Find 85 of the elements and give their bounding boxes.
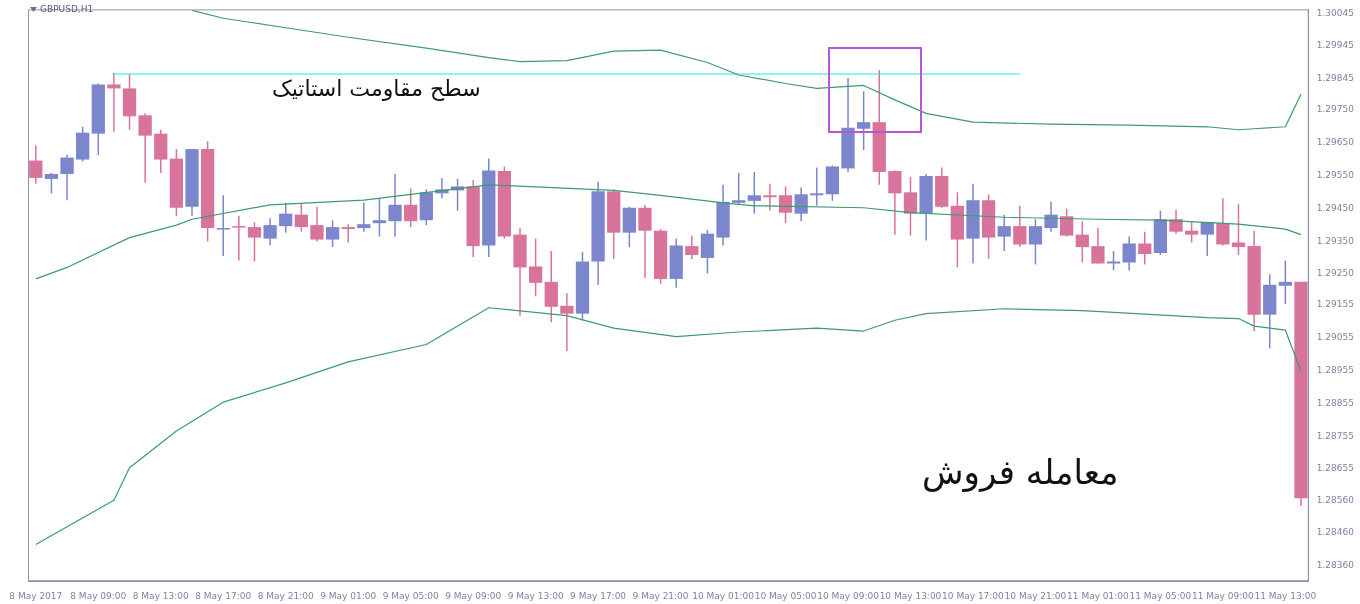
y-tick-label: 1.28955 bbox=[1316, 365, 1354, 376]
annotation: معامله فروش bbox=[922, 452, 1119, 492]
y-tick-label: 1.29250 bbox=[1316, 268, 1355, 279]
candlestick bbox=[1185, 221, 1199, 244]
y-tick-label: 1.29650 bbox=[1316, 137, 1355, 148]
y-tick-label: 1.29550 bbox=[1316, 169, 1355, 180]
candlestick bbox=[388, 173, 402, 238]
candlestick bbox=[1200, 221, 1214, 257]
candlestick bbox=[1028, 218, 1043, 266]
y-tick-label: 1.29845 bbox=[1316, 73, 1354, 84]
candlestick bbox=[1138, 230, 1152, 266]
candlestick bbox=[1122, 235, 1136, 272]
candlestick bbox=[1216, 197, 1230, 247]
candlestick bbox=[856, 90, 871, 151]
candlestick bbox=[638, 204, 652, 279]
candlestick bbox=[341, 223, 355, 244]
candlestick bbox=[310, 206, 324, 243]
x-tick-label: 8 May 09:00 bbox=[70, 590, 127, 601]
candlestick bbox=[528, 237, 543, 298]
candlestick bbox=[263, 217, 277, 247]
candlestick bbox=[1091, 227, 1105, 265]
candlestick bbox=[1060, 207, 1074, 238]
y-tick-label: 1.28755 bbox=[1316, 430, 1354, 441]
x-tick-label: 9 May 05:00 bbox=[382, 590, 439, 601]
y-tick-label: 1.28460 bbox=[1316, 527, 1355, 538]
candlestick bbox=[138, 112, 152, 184]
x-tick-label: 9 May 21:00 bbox=[632, 590, 689, 601]
x-tick-label: 10 May 09:00 bbox=[817, 590, 880, 601]
chart-title: GBPUSD,H1 bbox=[40, 4, 94, 14]
candlestick bbox=[763, 183, 777, 212]
candlestick bbox=[404, 187, 418, 228]
candlestick bbox=[685, 234, 699, 260]
candlestick bbox=[232, 214, 246, 262]
x-tick-label: 9 May 13:00 bbox=[507, 590, 564, 601]
candlestick bbox=[60, 154, 74, 201]
candlestick bbox=[997, 213, 1011, 252]
x-tick-label: 8 May 17:00 bbox=[195, 590, 252, 601]
x-tick-label: 11 May 05:00 bbox=[1129, 590, 1192, 601]
y-tick-label: 1.29055 bbox=[1316, 332, 1354, 343]
candlestick bbox=[1013, 205, 1027, 248]
x-tick-label: 11 May 13:00 bbox=[1254, 590, 1317, 601]
y-tick-label: 1.29450 bbox=[1316, 202, 1355, 213]
x-tick-label: 8 May 21:00 bbox=[257, 590, 314, 601]
candlestick bbox=[560, 292, 574, 352]
x-tick-label: 9 May 09:00 bbox=[445, 590, 502, 601]
candlestick bbox=[1075, 220, 1089, 264]
y-tick-label: 1.30045 bbox=[1316, 7, 1354, 18]
candlestick bbox=[732, 172, 746, 206]
x-tick-label: 11 May 09:00 bbox=[1192, 590, 1255, 601]
candlestick bbox=[810, 166, 824, 207]
candlestick bbox=[107, 72, 121, 133]
x-tick-label: 10 May 05:00 bbox=[754, 590, 817, 601]
annotation: سطح مقاومت استاتیک bbox=[272, 76, 481, 101]
x-tick-label: 8 May 13:00 bbox=[132, 590, 190, 601]
candlestick bbox=[1278, 259, 1292, 305]
candlestick bbox=[357, 202, 371, 233]
x-tick-label: 9 May 17:00 bbox=[570, 590, 627, 601]
x-tick-label: 10 May 13:00 bbox=[879, 590, 942, 601]
y-tick-label: 1.28360 bbox=[1316, 560, 1355, 571]
y-tick-label: 1.28855 bbox=[1316, 397, 1354, 408]
candlestick bbox=[903, 176, 918, 237]
x-tick-label: 10 May 21:00 bbox=[1004, 590, 1067, 601]
y-tick-label: 1.29750 bbox=[1316, 104, 1355, 115]
x-tick-label: 8 May 2017 bbox=[9, 590, 63, 601]
candlestick bbox=[778, 185, 793, 224]
candlestick bbox=[216, 194, 230, 257]
x-tick-label: 10 May 17:00 bbox=[942, 590, 1005, 601]
candlestick bbox=[44, 172, 59, 195]
candlestick bbox=[279, 202, 293, 234]
x-tick-label: 11 May 01:00 bbox=[1067, 590, 1130, 601]
candlestick bbox=[888, 169, 902, 236]
y-tick-label: 1.29155 bbox=[1316, 299, 1354, 310]
candlestick bbox=[372, 197, 387, 238]
candlestick bbox=[794, 186, 808, 222]
candlestick bbox=[294, 203, 308, 233]
candlestick bbox=[247, 221, 262, 263]
y-tick-label: 1.29945 bbox=[1316, 40, 1354, 51]
y-tick-label: 1.28655 bbox=[1316, 463, 1354, 474]
y-tick-label: 1.29350 bbox=[1316, 235, 1355, 246]
candlestick bbox=[747, 171, 761, 215]
x-tick-label: 9 May 01:00 bbox=[320, 590, 377, 601]
x-tick-label: 10 May 01:00 bbox=[692, 590, 755, 601]
candlestick bbox=[29, 144, 43, 185]
candlestick bbox=[325, 219, 340, 248]
y-tick-label: 1.28560 bbox=[1316, 494, 1355, 505]
